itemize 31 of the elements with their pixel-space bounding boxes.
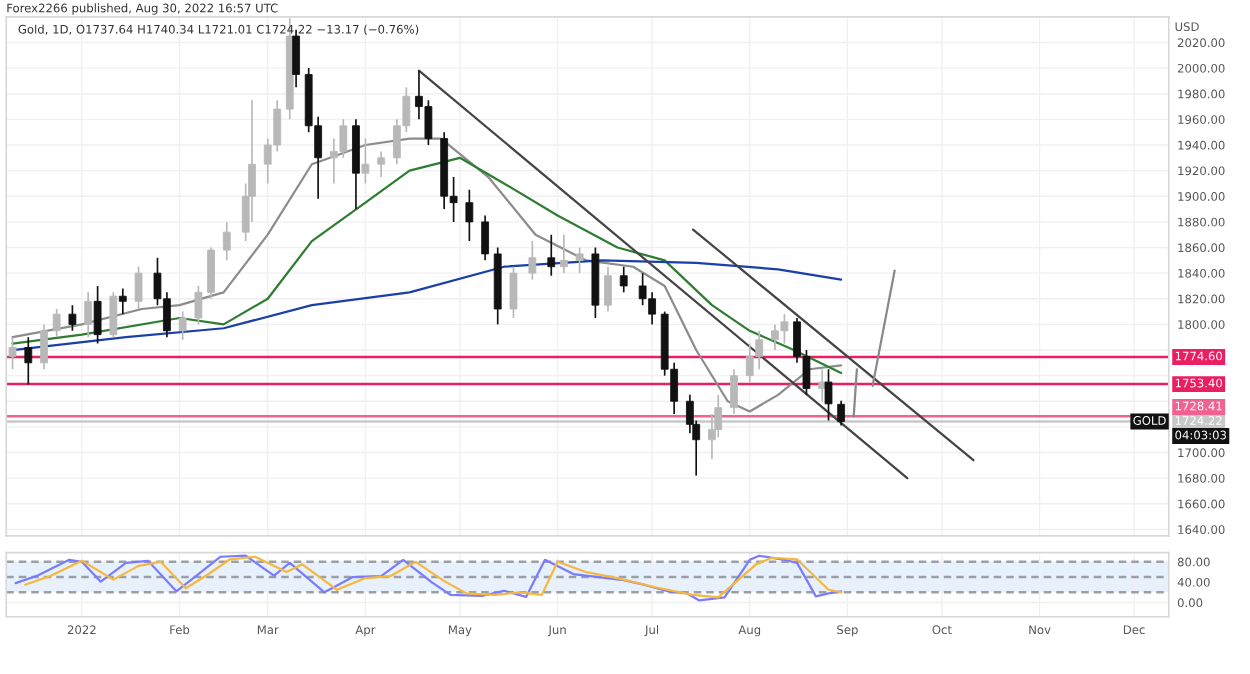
- candlestick: [93, 285, 102, 345]
- candlestick: [575, 246, 584, 274]
- candlestick: [52, 308, 61, 339]
- candlestick: [481, 214, 489, 262]
- candlestick: [528, 240, 537, 281]
- candlestick: [604, 265, 612, 313]
- candlestick: [465, 189, 474, 242]
- candlestick: [547, 233, 556, 277]
- candlestick: [194, 285, 203, 326]
- candlestick: [134, 265, 143, 310]
- candlestick: [824, 368, 833, 422]
- candlestick: [24, 336, 33, 386]
- candlestick: [730, 368, 738, 415]
- candlestick: [509, 265, 518, 319]
- candlestick: [837, 400, 845, 427]
- line-series: [11, 156, 843, 375]
- candlestick: [40, 323, 48, 371]
- candlestick: [8, 336, 17, 371]
- line-series: [11, 137, 843, 413]
- candlestick: [68, 304, 77, 332]
- candlestick: [84, 291, 93, 339]
- candlestick: [619, 265, 628, 294]
- candlestick: [109, 291, 118, 339]
- candlestick: [361, 137, 370, 185]
- candlestick: [377, 150, 386, 178]
- candlestick: [207, 246, 215, 300]
- candlestick: [559, 233, 568, 274]
- candlestick: [352, 118, 360, 210]
- candlestick: [178, 310, 187, 341]
- candlestick: [222, 221, 231, 262]
- candlestick: [118, 287, 127, 315]
